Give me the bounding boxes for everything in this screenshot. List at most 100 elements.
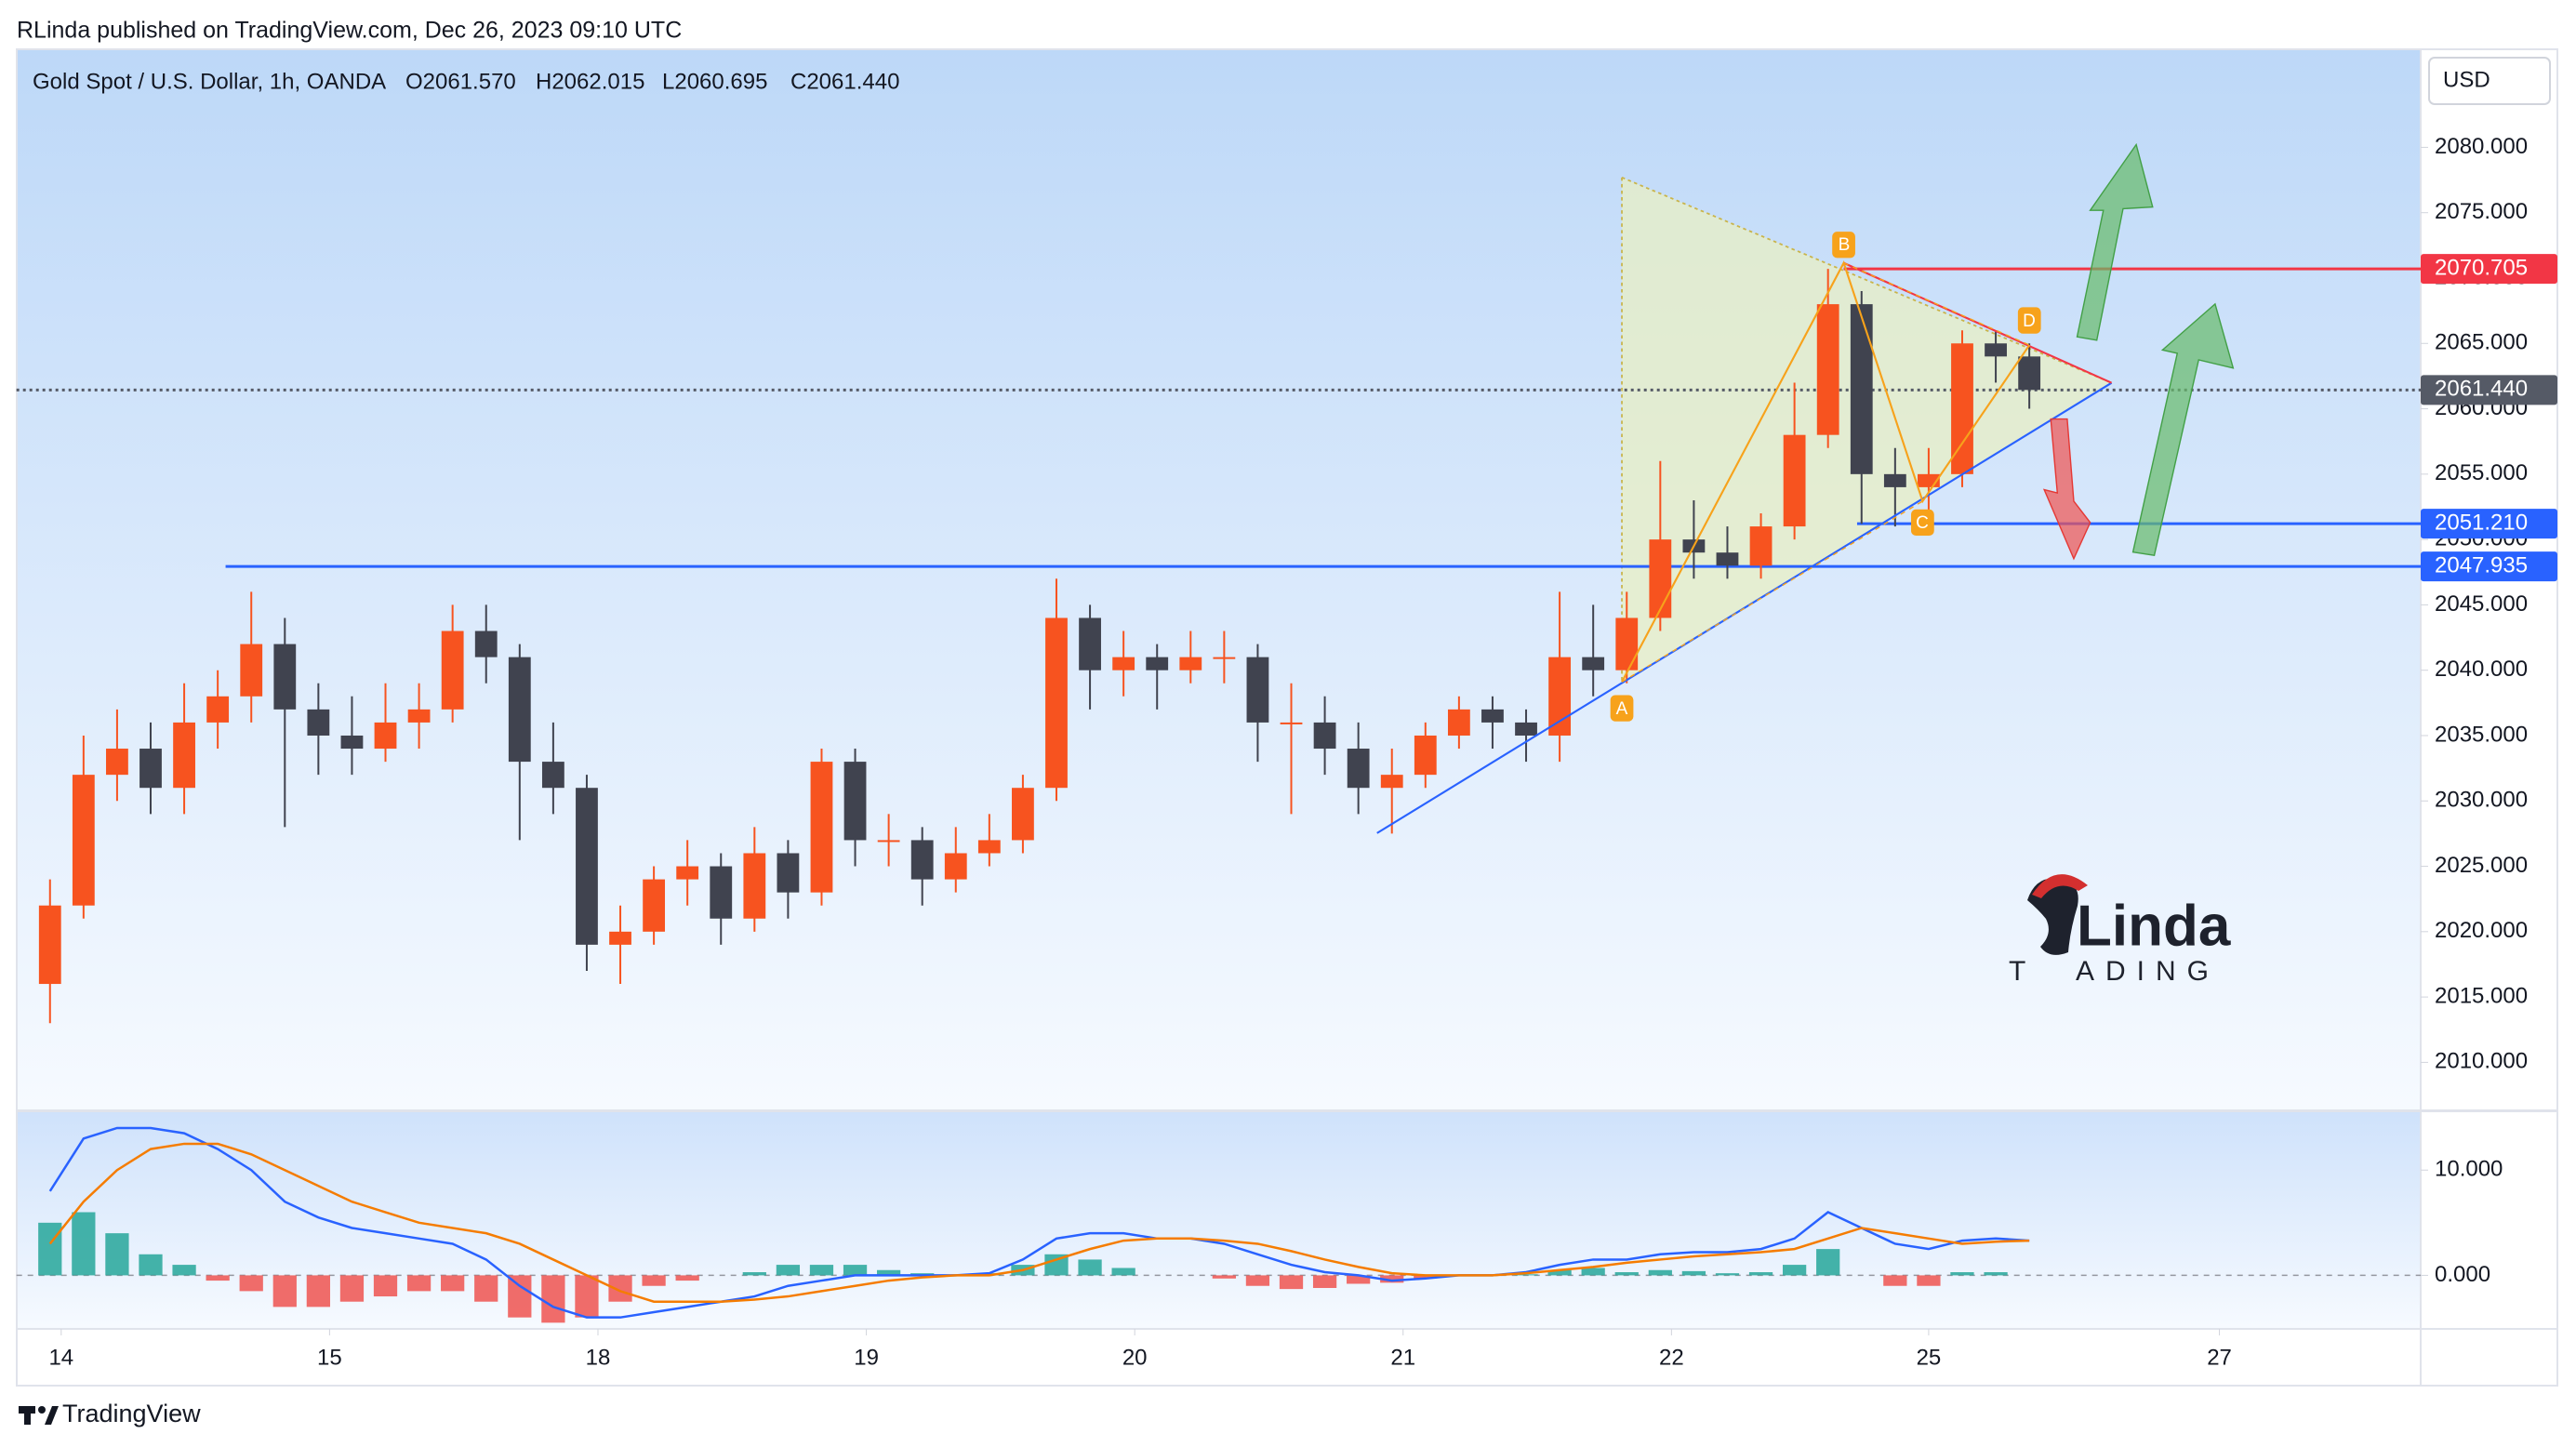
candle-body: [340, 735, 364, 750]
histogram-bar: [1782, 1265, 1807, 1276]
candle-body: [810, 762, 833, 893]
histogram-bar: [1883, 1275, 1907, 1286]
histogram-bar: [1414, 1275, 1438, 1279]
histogram-bar: [105, 1233, 129, 1276]
y-tick-label: 0.000: [2435, 1262, 2490, 1287]
up-arrow: [2131, 302, 2235, 557]
candle-body: [1380, 775, 1403, 789]
point-label: B: [1839, 235, 1851, 255]
x-tick-label: 18: [586, 1345, 611, 1370]
logo-hat: [2032, 874, 2088, 898]
candle-body: [273, 644, 297, 710]
y-tick-label: 2020.000: [2435, 918, 2528, 943]
histogram-bar: [474, 1275, 498, 1302]
y-tick-label: 2030.000: [2435, 788, 2528, 813]
histogram-bar: [675, 1275, 699, 1281]
histogram-bar: [1245, 1275, 1270, 1286]
histogram-bar: [172, 1265, 196, 1276]
level-badge: [2421, 375, 2557, 405]
candle-body: [1515, 722, 1537, 736]
histogram-bar: [206, 1275, 230, 1281]
histogram-bar: [1816, 1249, 1840, 1276]
y-tick-label: 2075.000: [2435, 199, 2528, 224]
level-badge: [2421, 254, 2557, 285]
candle-body: [1749, 526, 1773, 566]
histogram-bar: [876, 1269, 901, 1276]
abcd-pattern: [1621, 260, 2031, 683]
candle-body: [474, 631, 498, 657]
y-tick-label: 2045.000: [2435, 591, 2528, 617]
candle-body: [1012, 788, 1034, 841]
footer-logo: [19, 1406, 59, 1425]
down-arrow: [2042, 418, 2091, 561]
histogram-bar: [72, 1212, 96, 1276]
candle-body: [307, 709, 330, 736]
logo-tag: ADING: [2076, 956, 2220, 987]
ohlc-close: C2061.440: [790, 69, 899, 94]
candle-body: [1347, 749, 1370, 789]
candle-body: [72, 775, 95, 906]
candle-body: [1716, 552, 1739, 566]
level-badge: [2421, 509, 2557, 539]
point-badge: [1911, 509, 1934, 537]
candle-body: [139, 749, 162, 789]
histogram-bar: [776, 1265, 801, 1276]
candle-body: [1615, 617, 1639, 670]
currency-button[interactable]: [2428, 57, 2551, 105]
support-trendline: [1376, 381, 2113, 834]
abcd-pattern: [1843, 262, 2030, 346]
candle-body: [1447, 709, 1470, 736]
histogram-bar: [541, 1275, 565, 1323]
histogram-bar: [339, 1275, 365, 1302]
y-tick-label: 2025.000: [2435, 853, 2528, 878]
ohlc-low: L2060.695: [662, 69, 767, 94]
histogram-bar: [239, 1275, 263, 1292]
footer-brand: TradingView: [62, 1400, 201, 1427]
histogram-bar: [1279, 1275, 1304, 1290]
x-tick-label: 22: [1659, 1345, 1684, 1370]
candle-body: [240, 644, 263, 697]
histogram-bar: [843, 1265, 868, 1276]
histogram-bar: [1581, 1268, 1605, 1276]
candle-body: [1985, 343, 2007, 357]
candle-body: [1179, 657, 1202, 670]
candle-body: [407, 709, 431, 723]
ohlc-open: O2061.570: [405, 69, 516, 94]
logo: Linda T ADING: [2009, 874, 2231, 987]
currency-label: USD: [2443, 67, 2490, 92]
candle-body: [1783, 434, 1806, 527]
point-badge: [2017, 307, 2041, 334]
y-tick-label: 2010.000: [2435, 1049, 2528, 1074]
histogram-bar: [139, 1254, 163, 1276]
candle-body: [2018, 356, 2041, 391]
x-tick-label: 19: [854, 1345, 879, 1370]
histogram-bar: [642, 1275, 666, 1286]
candle-body: [1582, 657, 1605, 670]
candle-body: [374, 722, 397, 750]
candle-body: [441, 631, 464, 710]
candle-body: [1112, 657, 1135, 670]
candle-body: [1213, 657, 1236, 659]
y-tick-label: 2055.000: [2435, 460, 2528, 485]
histogram-bar: [1547, 1269, 1572, 1276]
candle-body: [508, 657, 531, 763]
y-tick-label: 2040.000: [2435, 657, 2528, 682]
histogram-bar: [1212, 1275, 1236, 1279]
candle-body: [1280, 722, 1303, 724]
histogram-bar: [1111, 1268, 1135, 1276]
histogram-bar: [809, 1265, 834, 1276]
candle-body: [743, 853, 766, 919]
histogram-bar: [272, 1275, 297, 1308]
histogram-bar: [1917, 1275, 1941, 1286]
candle-body: [1045, 617, 1068, 789]
histogram-bar: [1614, 1272, 1639, 1276]
candle-body: [541, 762, 564, 789]
level-label: 2070.705: [2435, 255, 2528, 280]
candle-body: [1816, 304, 1839, 435]
candle-body: [1951, 343, 1973, 474]
y-tick-label: 10.000: [2435, 1157, 2503, 1182]
candle-body: [1548, 657, 1572, 736]
frame: [16, 48, 2558, 1387]
histogram-bar: [1984, 1272, 2008, 1276]
